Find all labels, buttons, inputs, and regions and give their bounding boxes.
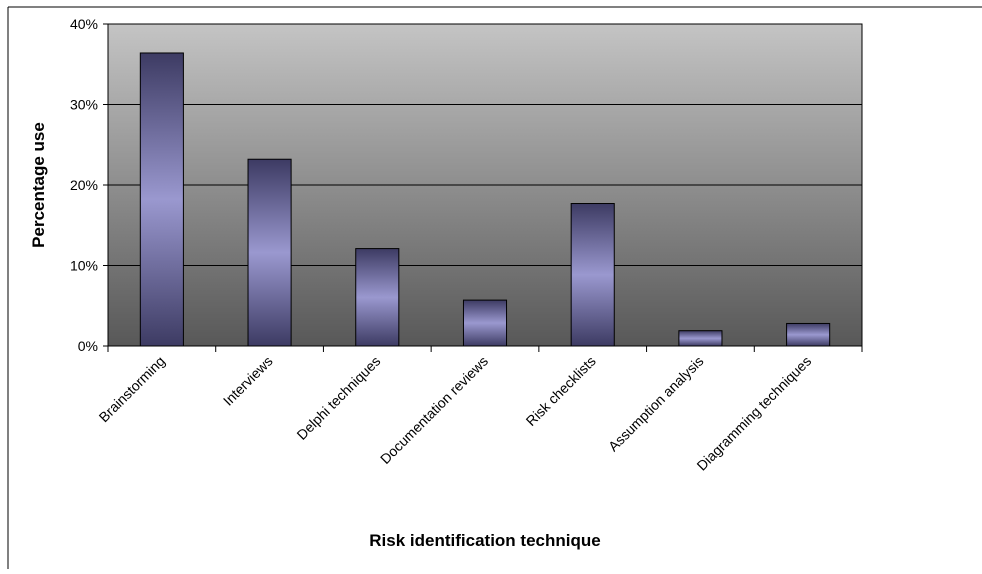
bar-documentation-reviews — [462, 299, 508, 347]
x-axis-title: Risk identification technique — [369, 531, 600, 550]
x-tick-label: Documentation reviews — [377, 353, 491, 467]
y-tick-labels: 0% 10% 20% 30% 40% — [70, 16, 98, 354]
bar-diagramming-techniques — [786, 322, 831, 347]
bar-assumption-analysis — [678, 330, 723, 347]
y-axis-title: Percentage use — [29, 122, 48, 248]
bar-interviews — [247, 158, 292, 347]
x-tick-label: Brainstorming — [96, 353, 168, 425]
y-tick-label: 20% — [70, 177, 98, 193]
x-tick-label: Interviews — [220, 353, 276, 409]
y-tick-label: 40% — [70, 16, 98, 32]
x-tick-label: Delphi techniques — [293, 353, 383, 443]
gridlines — [108, 104, 862, 266]
y-tick-label: 30% — [70, 97, 98, 113]
bar-risk-checklists — [570, 203, 615, 347]
y-tick-label: 10% — [70, 258, 98, 274]
x-tick-label: Risk checklists — [523, 353, 599, 429]
bars — [139, 52, 831, 347]
axes — [103, 23, 863, 352]
y-tick-label: 0% — [78, 338, 98, 354]
bar-brainstorming — [139, 52, 184, 347]
bar-delphi-techniques — [355, 248, 400, 347]
x-tick-label: Assumption analysis — [605, 353, 707, 455]
x-tick-label: Diagramming techniques — [693, 353, 814, 474]
x-tick-labels: Brainstorming Interviews Delphi techniques… — [96, 353, 815, 474]
